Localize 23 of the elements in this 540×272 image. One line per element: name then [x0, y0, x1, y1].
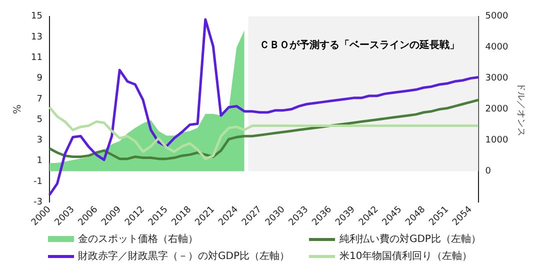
y2-tick-label: 1000 [485, 136, 508, 146]
y-tick-label: 13 [31, 32, 42, 42]
legend-label: 財政赤字／財政黒字（－）の対GDP比（左軸） [78, 250, 290, 263]
y2-axis-title: ドル／オンス [515, 82, 526, 136]
y-tick-label: 1 [36, 156, 42, 166]
annotation: ＣＢＯが予測する「ベースラインの延長戦」 [259, 38, 460, 51]
legend-label: 米10年物国債利回り（左軸） [339, 250, 472, 263]
y-tick-label: 15 [31, 12, 42, 22]
y-tick-label: 11 [31, 53, 42, 64]
y-tick-label: -3 [33, 198, 42, 208]
y2-tick-label: 4000 [485, 42, 508, 53]
legend-label: 金のスポット価格（右軸） [78, 232, 198, 246]
y-tick-label: 5 [36, 114, 42, 125]
y2-tick-label: 2000 [485, 104, 508, 115]
y-tick-label: 7 [36, 94, 42, 104]
y2-tick-label: 3000 [485, 74, 508, 84]
y2-tick-label: 0 [485, 166, 492, 177]
y-tick-label: 3 [36, 136, 42, 146]
y-tick-label: -1 [33, 176, 42, 187]
y-axis-title: % [12, 104, 24, 114]
legend-label: 純利払い費の対GDP比（左軸） [339, 232, 481, 246]
y2-tick-label: 5000 [485, 12, 508, 22]
y-tick-label: 9 [36, 74, 43, 84]
